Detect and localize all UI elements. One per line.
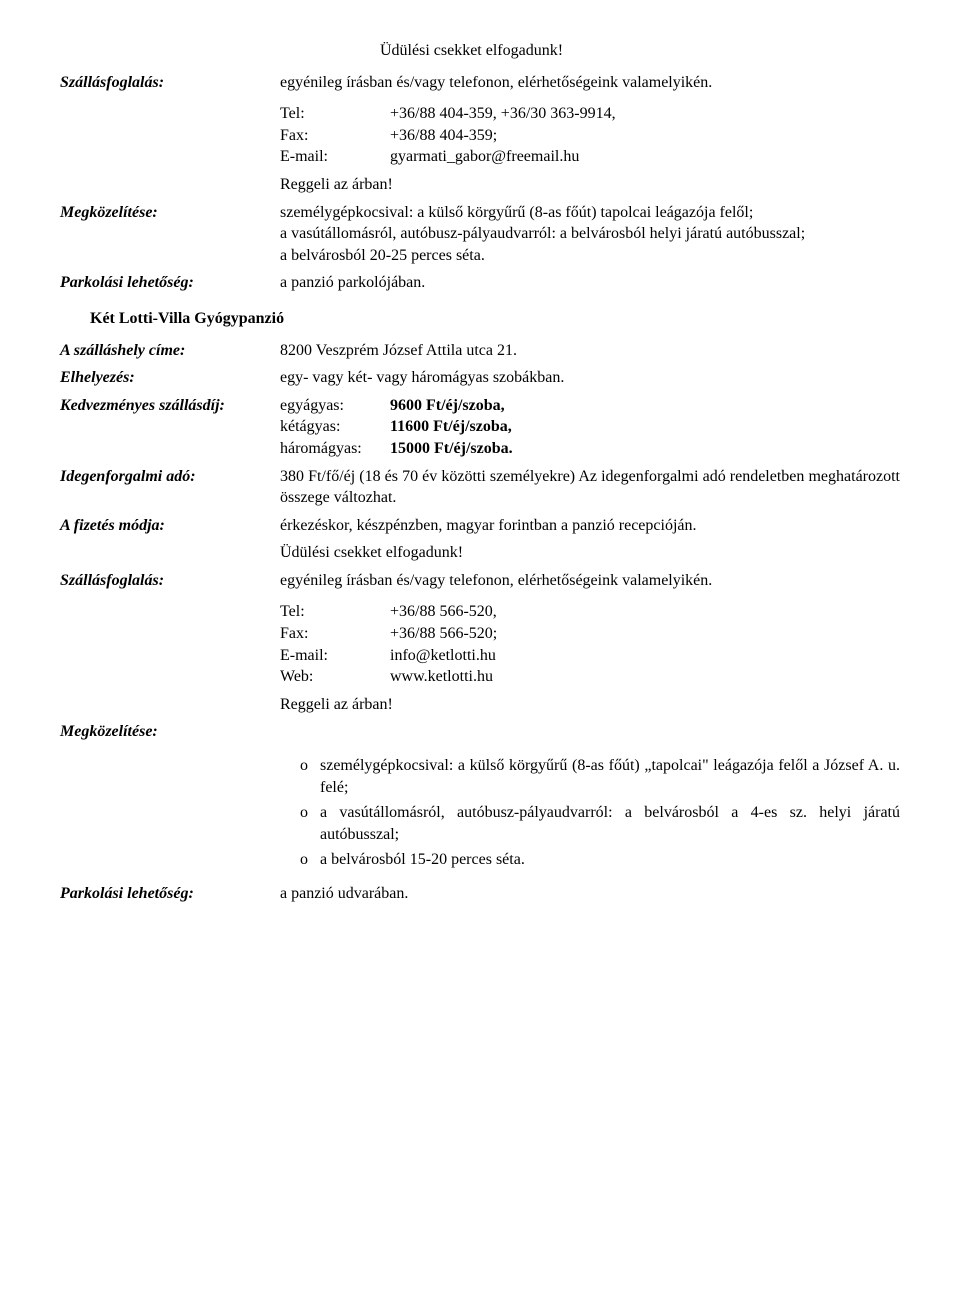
accom-value: egy- vagy két- vagy háromágyas szobákban…: [280, 367, 900, 389]
tax-value: 380 Ft/fő/éj (18 és 70 év közötti személ…: [280, 466, 900, 509]
rate-triple-val: 15000 Ft/éj/szoba.: [390, 438, 513, 460]
parking-value: a panzió parkolójában.: [280, 272, 900, 294]
empty-label: [60, 597, 280, 687]
rate-single-key: egyágyas:: [280, 395, 390, 417]
parking2-value: a panzió udvarában.: [280, 883, 900, 905]
email-val: gyarmati_gabor@freemail.hu: [390, 146, 646, 168]
rate-single-val: 9600 Ft/éj/szoba,: [390, 395, 513, 417]
fax2-val: +36/88 566-520;: [390, 623, 527, 645]
approach-label: Megközelítése:: [60, 202, 280, 267]
approach2-item: a vasútállomásról, autóbusz-pályaudvarró…: [300, 802, 900, 845]
voucher2-note: Üdülési csekket elfogadunk!: [280, 542, 900, 564]
tel2-val: +36/88 566-520,: [390, 601, 527, 623]
hotel2-title: Két Lotti-Villa Gyógypanzió: [90, 308, 900, 330]
empty-label: [60, 749, 280, 877]
accom-label: Elhelyezés:: [60, 367, 280, 389]
approach2-label: Megközelítése:: [60, 721, 280, 743]
approach-value: személygépkocsival: a külső körgyűrű (8-…: [280, 202, 900, 267]
email2-val: info@ketlotti.hu: [390, 645, 527, 667]
address-value: 8200 Veszprém József Attila utca 21.: [280, 340, 900, 362]
rate-double-val: 11600 Ft/éj/szoba,: [390, 416, 513, 438]
web2-val: www.ketlotti.hu: [390, 666, 527, 688]
approach2-item: személygépkocsival: a külső körgyűrű (8-…: [300, 755, 900, 798]
payment-value: érkezéskor, készpénzben, magyar forintba…: [280, 515, 900, 537]
fax2-key: Fax:: [280, 623, 390, 645]
tel-key: Tel:: [280, 103, 390, 125]
booking2-value: egyénileg írásban és/vagy telefonon, elé…: [280, 570, 900, 592]
rates-label: Kedvezményes szállásdíj:: [60, 395, 280, 460]
fax-key: Fax:: [280, 125, 390, 147]
breakfast2-note: Reggeli az árban!: [280, 694, 900, 716]
booking-label: Szállásfoglalás:: [60, 72, 280, 94]
parking2-label: Parkolási lehetőség:: [60, 883, 280, 905]
contact-block: Tel: +36/88 404-359, +36/30 363-9914, Fa…: [280, 103, 646, 168]
parking-label: Parkolási lehetőség:: [60, 272, 280, 294]
email-key: E-mail:: [280, 146, 390, 168]
tax-label: Idegenforgalmi adó:: [60, 466, 280, 509]
address-label: A szálláshely címe:: [60, 340, 280, 362]
empty-label: [60, 542, 280, 564]
payment-label: A fizetés módja:: [60, 515, 280, 537]
booking-value: egyénileg írásban és/vagy telefonon, elé…: [280, 72, 900, 94]
web2-key: Web:: [280, 666, 390, 688]
rates-block: egyágyas: 9600 Ft/éj/szoba, kétágyas: 11…: [280, 395, 513, 460]
empty-label: [60, 694, 280, 716]
approach2-item: a belvárosból 15-20 perces séta.: [300, 849, 900, 871]
tel-val: +36/88 404-359, +36/30 363-9914,: [390, 103, 646, 125]
rate-double-key: kétágyas:: [280, 416, 390, 438]
approach2-list: személygépkocsival: a külső körgyűrű (8-…: [280, 755, 900, 871]
rate-triple-key: háromágyas:: [280, 438, 390, 460]
booking2-label: Szállásfoglalás:: [60, 570, 280, 592]
empty-label: [60, 174, 280, 196]
empty-label: [60, 99, 280, 168]
fax-val: +36/88 404-359;: [390, 125, 646, 147]
contact2-block: Tel: +36/88 566-520, Fax: +36/88 566-520…: [280, 601, 527, 687]
voucher-note: Üdülési csekket elfogadunk!: [380, 40, 900, 62]
breakfast-note: Reggeli az árban!: [280, 174, 900, 196]
tel2-key: Tel:: [280, 601, 390, 623]
email2-key: E-mail:: [280, 645, 390, 667]
approach2-value: [280, 721, 900, 743]
